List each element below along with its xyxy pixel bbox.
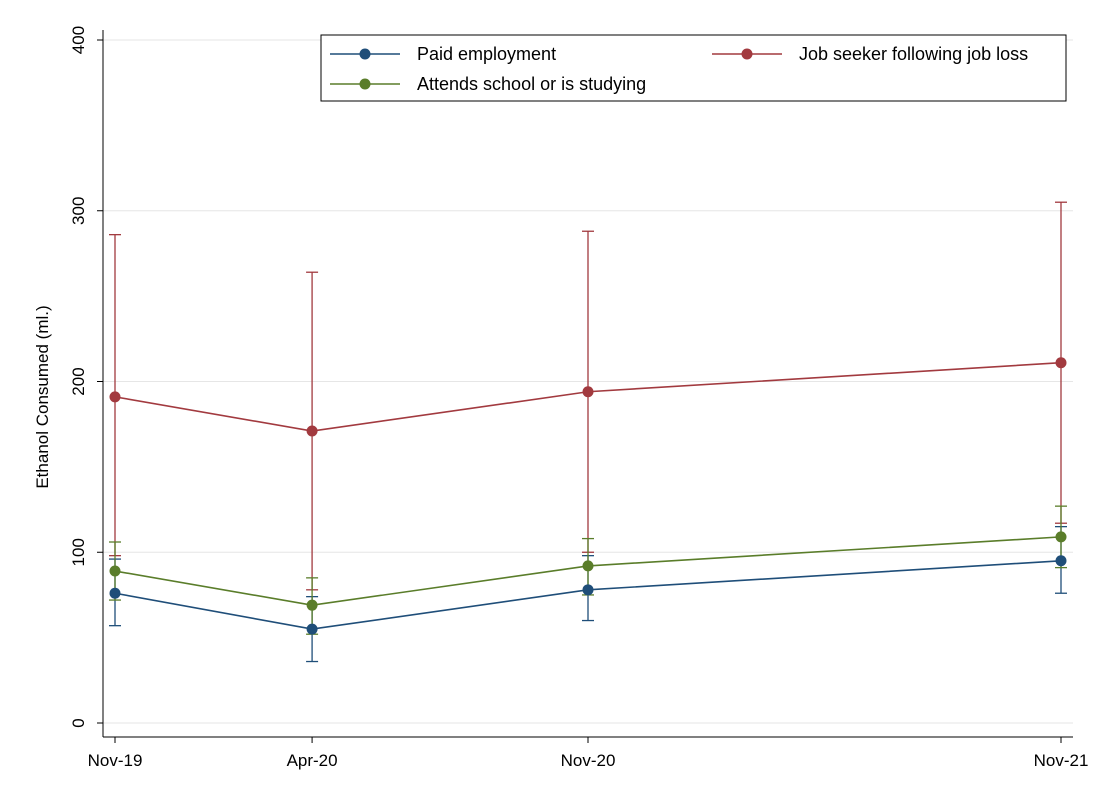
point-s2-2 xyxy=(582,560,594,572)
series-lines xyxy=(114,361,1062,630)
legend-label-0: Paid employment xyxy=(417,44,556,64)
y-tick-label-100: 100 xyxy=(69,538,88,566)
x-ticks: Nov-19 Apr-20 Nov-20 Nov-21 xyxy=(88,737,1089,770)
x-tick-label-3: Nov-21 xyxy=(1034,751,1089,770)
series-points xyxy=(109,357,1067,635)
series-line-1 xyxy=(114,361,1062,432)
point-s0-0 xyxy=(109,587,121,599)
legend-marker-1 xyxy=(741,48,753,60)
x-tick-label-0: Nov-19 xyxy=(88,751,143,770)
y-ticks: 0 100 200 300 400 xyxy=(69,26,103,728)
legend-label-2: Attends school or is studying xyxy=(417,74,646,94)
series-line-2 xyxy=(114,536,1062,606)
y-axis-title: Ethanol Consumed (ml.) xyxy=(33,305,52,488)
legend: Paid employment Job seeker following job … xyxy=(320,34,1067,102)
x-tick-label-2: Nov-20 xyxy=(561,751,616,770)
legend-label-1: Job seeker following job loss xyxy=(799,44,1028,64)
point-s1-1 xyxy=(306,425,318,437)
point-s1-0 xyxy=(109,391,121,403)
series-line-0 xyxy=(114,559,1062,630)
legend-marker-2 xyxy=(359,78,371,90)
point-s2-0 xyxy=(109,565,121,577)
y-tick-label-0: 0 xyxy=(69,718,88,727)
x-tick-label-1: Apr-20 xyxy=(287,751,338,770)
point-s0-3 xyxy=(1055,555,1067,567)
point-s1-3 xyxy=(1055,357,1067,369)
y-tick-label-300: 300 xyxy=(69,197,88,225)
point-s2-3 xyxy=(1055,531,1067,543)
y-tick-label-400: 400 xyxy=(69,26,88,54)
y-tick-label-200: 200 xyxy=(69,367,88,395)
point-s1-2 xyxy=(582,386,594,398)
point-s0-2 xyxy=(582,584,594,596)
legend-box xyxy=(320,34,1067,102)
point-s0-1 xyxy=(306,623,318,635)
point-s2-1 xyxy=(306,599,318,611)
legend-marker-0 xyxy=(359,48,371,60)
